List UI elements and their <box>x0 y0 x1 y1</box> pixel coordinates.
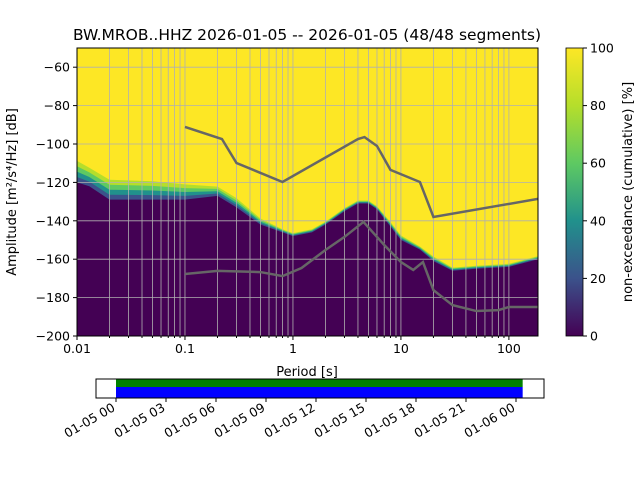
x-tick-label: 100 <box>497 341 521 356</box>
noise-models <box>184 125 538 313</box>
timeline-frame <box>95 378 545 399</box>
timeline-tick-label: 01-06 00 <box>461 400 517 441</box>
x-tick-label: 0.01 <box>63 341 91 356</box>
colorbar-tick-label: 80 <box>590 98 606 113</box>
y-tick-label: −120 <box>36 175 70 190</box>
plot-frame <box>76 47 539 337</box>
x-axis-label: Period [s] <box>276 365 338 380</box>
x-tick-label: 1 <box>289 341 297 356</box>
timeline-tick-label: 01-05 09 <box>211 400 267 441</box>
ppsd-heatmap <box>77 48 538 336</box>
colorbar-tick-label: 60 <box>590 156 606 171</box>
y-tick-label: −100 <box>36 137 70 152</box>
y-tick-label: −200 <box>36 329 70 344</box>
timeline-tick-label: 01-05 03 <box>111 400 167 441</box>
colorbar-bar <box>565 47 584 337</box>
grid-lines <box>77 48 538 336</box>
y-tick-label: −180 <box>36 290 70 305</box>
noise-model-nhnm <box>184 125 538 219</box>
x-tick-label: 0.1 <box>175 341 195 356</box>
colorbar-label: non-exceedance (cumulative) [%] <box>621 82 636 302</box>
timeline-tick-label: 01-05 12 <box>261 400 317 441</box>
y-tick-label: −160 <box>36 252 70 267</box>
colorbar-tick-label: 100 <box>590 41 614 56</box>
axes: 0.01 0.1 1 10 100 −60 −80 −100 −120 −140 −160 −180 −… <box>36 60 521 356</box>
chart-title: BW.MROB..HHZ 2026-01-05 -- 2026-01-05 (4… <box>73 26 541 44</box>
noise-model-nlnm <box>184 220 538 313</box>
colorbar: 0 20 40 60 80 100 <box>565 41 614 344</box>
colorbar-tick-label: 20 <box>590 271 606 286</box>
timeline-tick-label: 01-05 15 <box>311 400 367 441</box>
timeline-tick-label: 01-05 00 <box>61 400 117 441</box>
colorbar-tick-label: 40 <box>590 213 606 228</box>
timeline-tick-label: 01-05 18 <box>361 400 417 441</box>
x-tick-label: 10 <box>393 341 409 356</box>
colorbar-tick-label: 0 <box>590 329 598 344</box>
coverage-bar-bottom <box>116 387 523 398</box>
timeline-tick-label: 01-05 06 <box>161 400 217 441</box>
timeline-tick-label: 01-05 21 <box>411 400 467 441</box>
coverage-bar-top <box>116 379 523 387</box>
y-tick-label: −140 <box>36 213 70 228</box>
y-axis-label: Amplitude [m²/s⁴/Hz] [dB] <box>5 108 20 276</box>
y-tick-label: −60 <box>44 60 70 75</box>
y-tick-label: −80 <box>44 98 70 113</box>
